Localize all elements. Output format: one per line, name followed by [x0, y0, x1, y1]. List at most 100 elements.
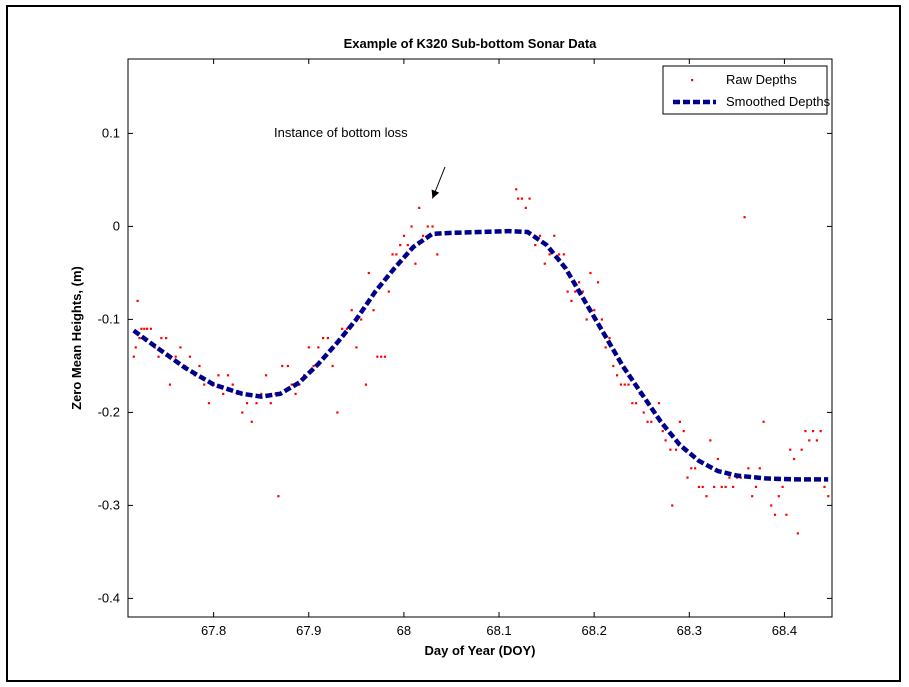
raw-depth-point: [619, 383, 622, 386]
raw-depth-point: [391, 253, 394, 256]
raw-depth-point: [608, 337, 611, 340]
raw-depth-point: [557, 253, 561, 256]
y-tick-label: -0.1: [98, 311, 120, 326]
raw-depth-point: [585, 318, 588, 321]
x-tick-label: 68.1: [486, 623, 511, 638]
raw-depth-point: [515, 188, 518, 191]
raw-depth-point: [589, 271, 592, 275]
plot-area: [127, 58, 833, 618]
raw-depth-point: [534, 244, 537, 247]
raw-depth-point: [612, 364, 615, 368]
raw-depth-point: [410, 225, 413, 228]
raw-depth-point: [690, 467, 693, 470]
raw-depth-point: [570, 299, 573, 302]
raw-depth-point: [264, 374, 268, 377]
raw-depth-point: [581, 290, 584, 293]
raw-depth-point: [165, 337, 168, 340]
raw-depth-point: [548, 253, 551, 256]
raw-depth-point: [421, 234, 425, 237]
raw-depth-point: [770, 504, 773, 507]
legend-box: [662, 65, 828, 115]
raw-depth-point: [596, 281, 600, 284]
legend: Raw Depths Smoothed Depths: [662, 65, 831, 115]
annotation-arrowhead: [431, 189, 440, 199]
raw-depth-point: [827, 495, 830, 498]
raw-depth-point: [657, 402, 661, 405]
raw-depth-point: [372, 309, 375, 312]
raw-depth-point: [231, 383, 234, 386]
raw-depth-point: [383, 355, 387, 358]
raw-depth-point: [528, 197, 531, 200]
raw-depth-point: [168, 383, 172, 386]
raw-depth-point: [694, 467, 697, 470]
x-tick-label: 67.9: [296, 623, 321, 638]
raw-depth-point: [217, 374, 220, 377]
raw-depth-point: [203, 383, 206, 386]
raw-depth-point: [804, 430, 807, 433]
annotation-text: Instance of bottom loss: [274, 125, 408, 140]
y-tick-label: 0: [113, 218, 120, 233]
raw-depth-point: [686, 476, 689, 479]
raw-depth-point: [777, 495, 780, 498]
chart-svg: Example of K320 Sub-bottom Sonar Data 67…: [69, 36, 833, 658]
raw-depth-point: [709, 439, 712, 442]
raw-depth-point: [149, 327, 153, 330]
raw-depth-point: [635, 402, 638, 405]
raw-depth-point: [701, 485, 704, 488]
raw-depth-point: [255, 402, 258, 405]
y-tick-label: 0.1: [102, 125, 120, 140]
raw-depth-point: [743, 216, 746, 219]
raw-depth-point: [188, 355, 192, 358]
raw-depth-point: [728, 476, 731, 479]
raw-depth-point: [399, 244, 402, 247]
raw-depth-point: [517, 197, 520, 200]
raw-depth-point: [281, 364, 284, 368]
raw-depth-point: [661, 430, 664, 433]
raw-depth-point: [157, 355, 160, 358]
raw-depth-point: [796, 532, 799, 535]
annotation: Instance of bottom loss: [274, 125, 446, 199]
raw-depth-point: [260, 392, 263, 395]
raw-depth-point: [207, 402, 211, 405]
raw-depth-point: [593, 309, 596, 312]
raw-depth-point: [720, 485, 723, 488]
raw-depth-point: [402, 234, 406, 237]
raw-depth-point: [716, 457, 720, 461]
raw-depth-point: [387, 290, 390, 293]
raw-depth-point: [773, 513, 777, 516]
raw-depth-point: [574, 290, 577, 293]
raw-depth-point: [160, 337, 163, 340]
raw-depth-point: [751, 495, 754, 498]
raw-depth-point: [286, 364, 290, 368]
raw-depth-point: [136, 299, 139, 302]
x-tick-label: 68: [397, 623, 411, 638]
raw-depth-point: [524, 206, 527, 209]
raw-depth-point: [785, 513, 788, 516]
axis-ticks: 67.8 67.9 68 68.1 68.2 68.3 68.4 0.1 0 -0.1 -0.2 -0…: [98, 59, 832, 638]
x-tick-label: 68.2: [582, 623, 607, 638]
raw-depth-point: [650, 420, 653, 423]
legend-label-raw: Raw Depths: [726, 72, 797, 87]
raw-depth-point: [520, 197, 524, 200]
x-tick-label: 68.3: [677, 623, 702, 638]
raw-depth-point: [815, 439, 818, 442]
raw-depth-point: [376, 355, 379, 358]
raw-depth-point: [600, 318, 603, 321]
raw-depth-point: [355, 346, 358, 349]
x-tick-label: 67.8: [201, 623, 226, 638]
raw-depth-point: [671, 504, 674, 507]
raw-depth-point: [345, 327, 349, 330]
raw-depth-point: [322, 337, 325, 340]
raw-depth-point: [705, 495, 708, 498]
raw-depth-point: [669, 448, 672, 451]
raw-depth-point: [682, 430, 685, 433]
y-tick-label: -0.2: [98, 404, 120, 419]
raw-depth-point: [604, 346, 607, 349]
raw-depth-point: [627, 383, 630, 386]
raw-depth-point: [792, 457, 796, 461]
figure-frame: Example of K320 Sub-bottom Sonar Data 67…: [6, 5, 901, 682]
raw-depth-point: [241, 411, 244, 414]
raw-depth-point: [808, 439, 811, 442]
raw-depth-point: [754, 485, 758, 488]
smoothed-depths-line: [132, 228, 829, 482]
